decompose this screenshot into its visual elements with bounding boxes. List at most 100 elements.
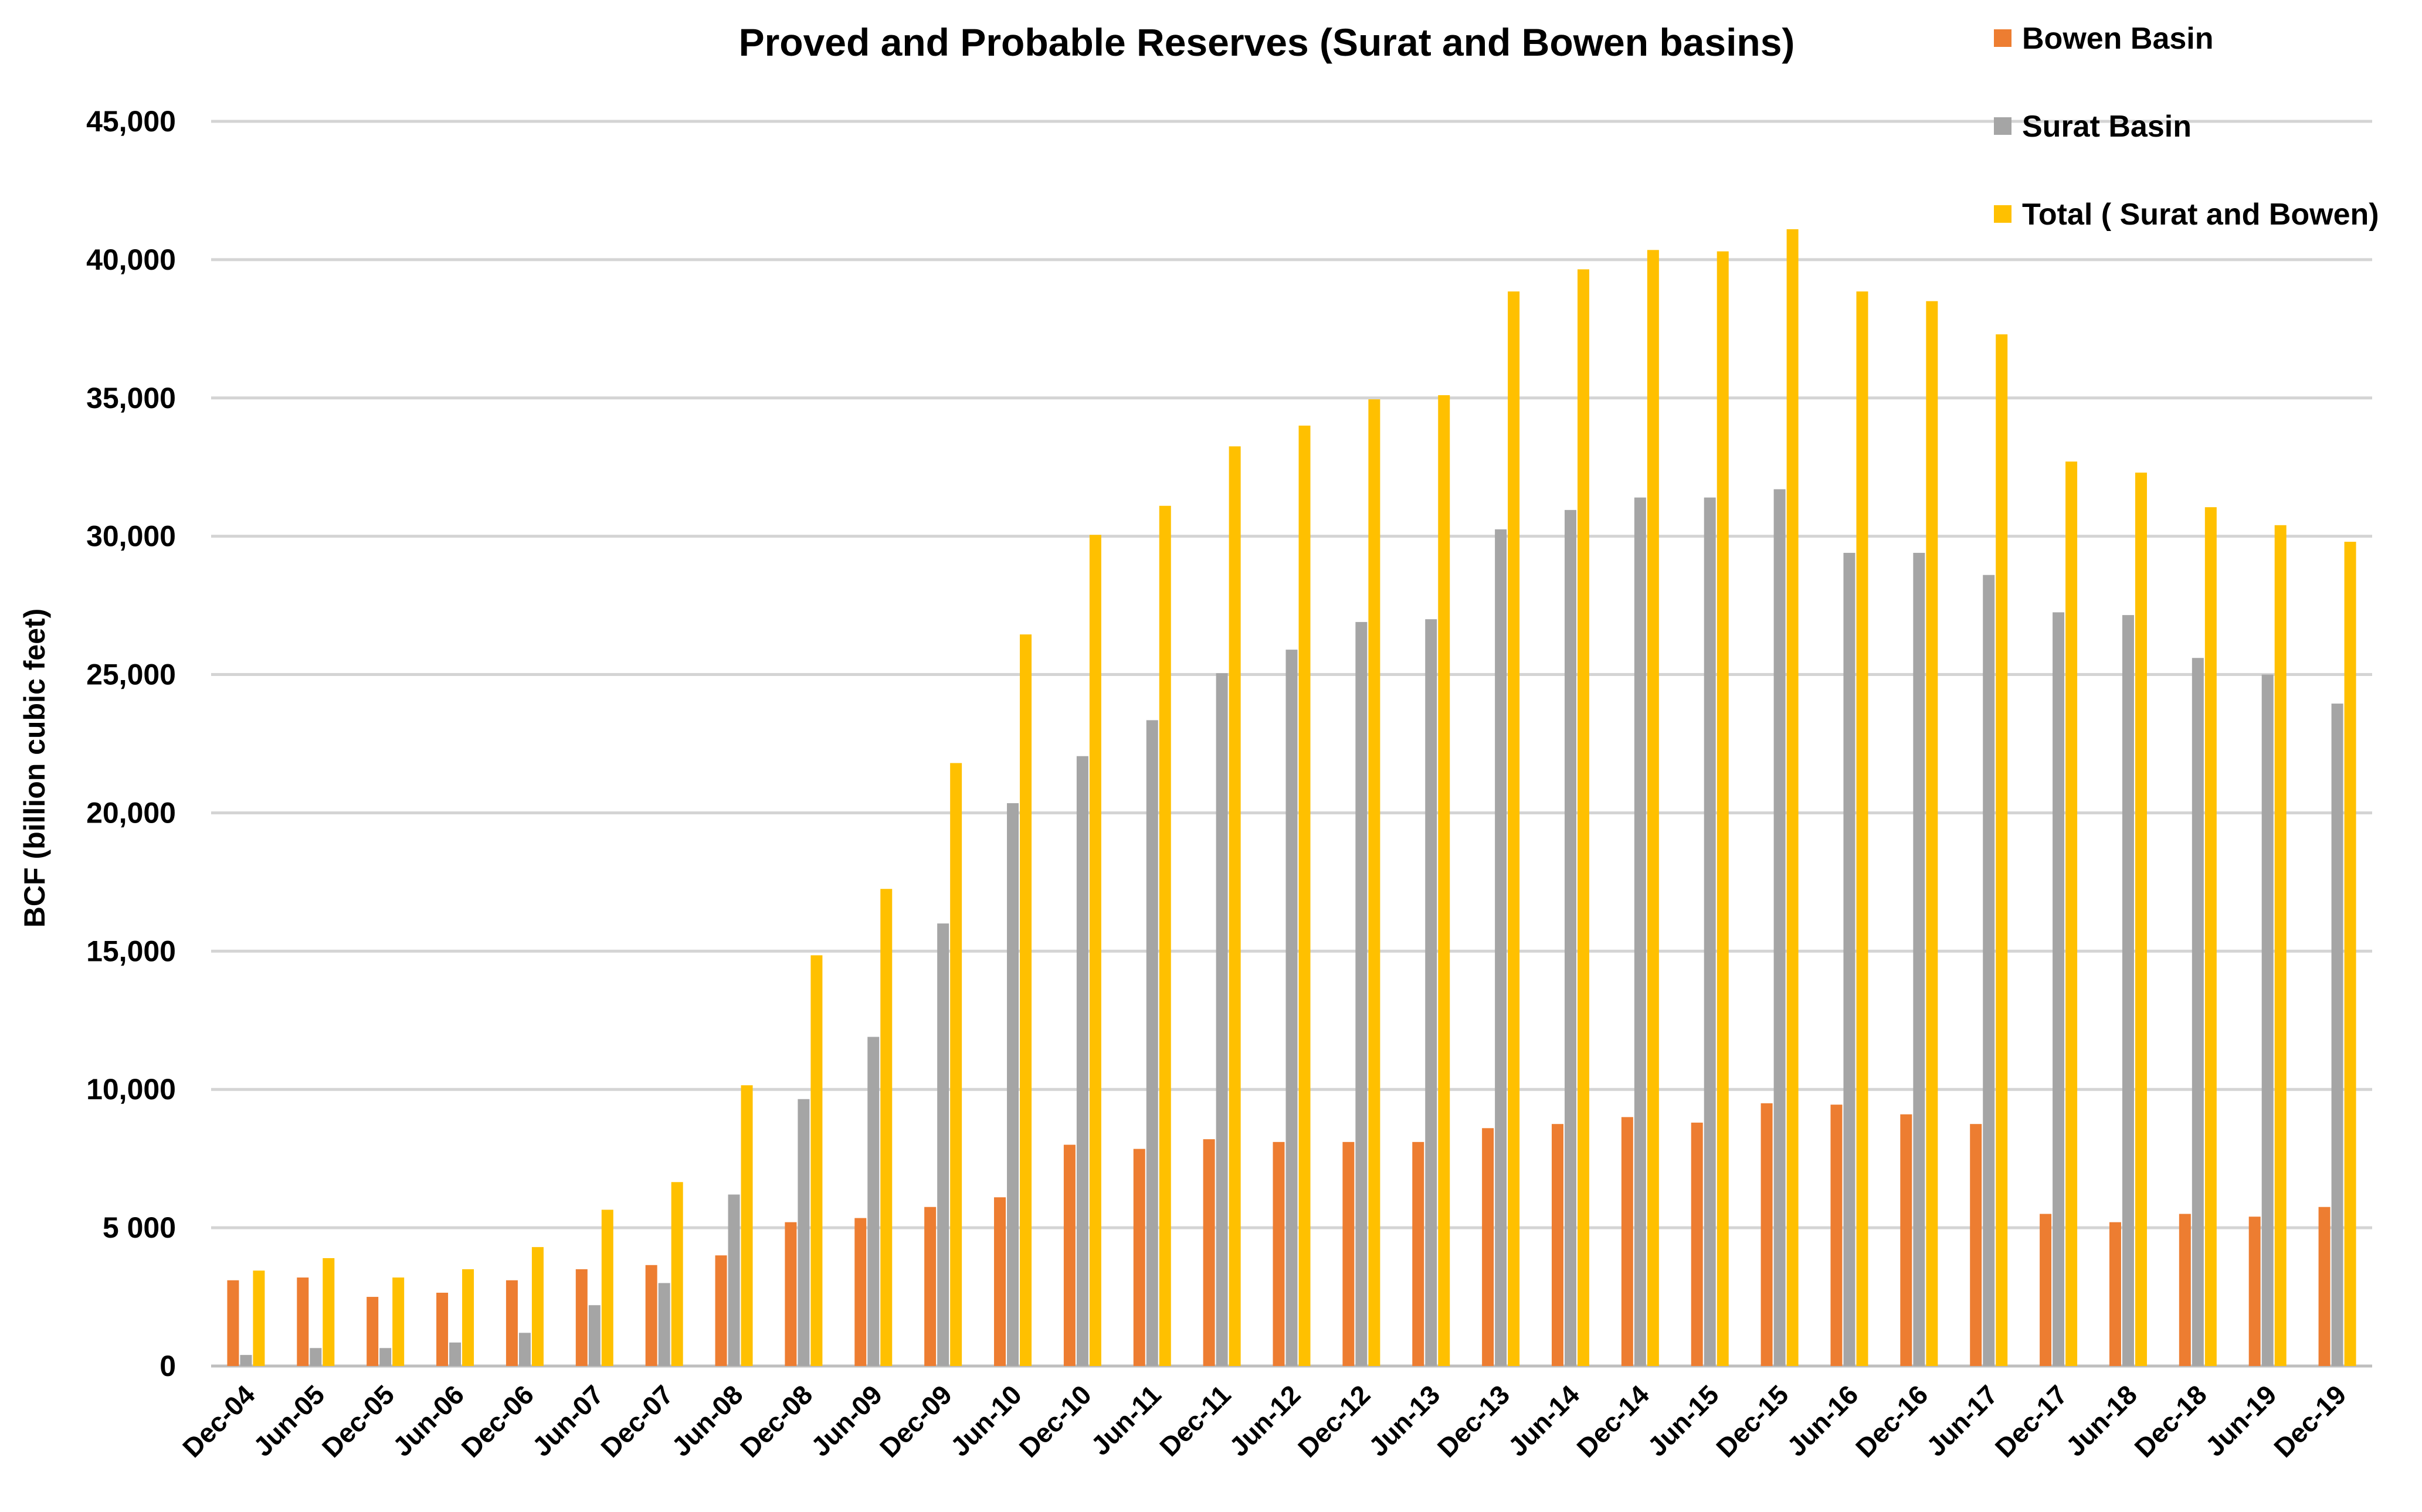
bar	[1368, 399, 1380, 1366]
x-tick-label: Dec-19	[2268, 1379, 2352, 1463]
x-tick-label: Dec-05	[316, 1379, 400, 1463]
bar	[1856, 291, 1868, 1367]
y-axis-label: BCF (billion cubic feet)	[18, 609, 51, 927]
bar	[1438, 395, 1450, 1366]
x-tick-label: Jun-15	[1641, 1379, 1725, 1462]
bar	[588, 1305, 601, 1366]
legend: Bowen Basin Surat Basin Total ( Surat and …	[1994, 22, 2379, 232]
bar	[854, 1218, 867, 1366]
bar	[2261, 674, 2274, 1366]
bar	[1564, 509, 1576, 1366]
bar	[367, 1297, 379, 1366]
bar	[1076, 756, 1088, 1366]
bar	[531, 1247, 544, 1366]
x-tick-label: Jun-12	[1223, 1379, 1307, 1462]
y-tick-label: 30,000	[86, 520, 176, 553]
bar	[1229, 446, 1241, 1366]
bar	[379, 1348, 392, 1366]
bar	[2179, 1214, 2191, 1366]
x-tick-label: Dec-08	[734, 1379, 818, 1463]
bar	[601, 1209, 613, 1366]
x-tick-label: Jun-10	[944, 1379, 1027, 1462]
bar	[1773, 489, 1786, 1367]
bar	[1786, 229, 1799, 1366]
bar	[1983, 575, 1995, 1366]
bar	[1634, 497, 1646, 1366]
x-tick-label: Dec-16	[1850, 1379, 1933, 1463]
bar	[950, 763, 962, 1366]
y-tick-label: 15,000	[86, 935, 176, 967]
bar	[1717, 251, 1729, 1366]
x-tick-label: Jun-18	[2060, 1379, 2143, 1462]
bar	[994, 1197, 1006, 1366]
x-tick-label: Jun-05	[247, 1379, 331, 1462]
bar	[728, 1194, 740, 1366]
x-tick-label: Dec-12	[1292, 1379, 1376, 1463]
bar	[880, 889, 893, 1366]
bar	[2053, 612, 2065, 1366]
x-tick-label: Dec-10	[1013, 1379, 1097, 1463]
y-tick-label: 20,000	[86, 796, 176, 829]
bar	[1146, 720, 1158, 1366]
bar	[1285, 650, 1298, 1366]
y-tick-label: 10,000	[86, 1073, 176, 1106]
bar	[867, 1037, 880, 1366]
y-tick-label: 25,000	[86, 658, 176, 691]
x-tick-label: Jun-07	[526, 1379, 609, 1462]
bar	[2344, 542, 2356, 1366]
bar	[2274, 525, 2287, 1366]
bar	[1970, 1124, 1982, 1366]
bar	[1133, 1149, 1145, 1366]
bar	[240, 1355, 252, 1366]
bar	[1551, 1124, 1563, 1366]
y-axis-ticks: 0 5 000 10,000 15,000 20,000 25,000 30,000 35,0…	[86, 105, 176, 1382]
y-tick-label: 0	[160, 1350, 176, 1382]
y-tick-label: 35,000	[86, 382, 176, 414]
bar	[506, 1280, 518, 1366]
x-tick-label: Dec-17	[1989, 1379, 2073, 1463]
legend-swatch	[1994, 117, 2011, 135]
bar	[1007, 803, 1019, 1366]
bar	[1691, 1122, 1703, 1366]
bar	[2109, 1222, 2121, 1366]
x-tick-label: Jun-06	[387, 1379, 470, 1462]
bar	[1425, 619, 1437, 1366]
x-tick-label: Jun-08	[666, 1379, 749, 1462]
bar	[937, 923, 949, 1366]
bar	[297, 1277, 309, 1366]
bar	[575, 1269, 588, 1366]
chart-title: Proved and Probable Reserves (Surat and …	[739, 21, 1795, 64]
y-tick-label: 45,000	[86, 105, 176, 138]
bar	[2331, 704, 2343, 1366]
bar	[1508, 291, 1520, 1367]
bar	[2135, 473, 2147, 1367]
bar	[518, 1333, 531, 1366]
bar	[323, 1258, 335, 1366]
bar	[1913, 552, 1925, 1366]
bar	[2065, 461, 2078, 1367]
bar	[449, 1342, 462, 1366]
x-tick-label: Jun-14	[1502, 1379, 1585, 1462]
legend-swatch	[1994, 29, 2011, 47]
bar	[1063, 1144, 1076, 1366]
bar	[2192, 658, 2204, 1366]
x-tick-label: Dec-09	[874, 1379, 958, 1463]
x-tick-label: Dec-04	[177, 1379, 261, 1463]
bar	[741, 1085, 753, 1366]
x-tick-label: Dec-06	[456, 1379, 540, 1463]
bar	[1298, 425, 1311, 1366]
x-tick-label: Dec-11	[1154, 1379, 1237, 1462]
bar	[715, 1255, 727, 1366]
bar	[810, 955, 823, 1366]
x-tick-label: Dec-14	[1570, 1379, 1655, 1463]
bar	[1760, 1103, 1773, 1366]
bar	[1704, 497, 1716, 1366]
bars	[227, 229, 2356, 1367]
bar	[1089, 535, 1101, 1366]
bar	[1203, 1139, 1215, 1366]
x-tick-label: Jun-19	[2199, 1379, 2282, 1462]
legend-label: Total ( Surat and Bowen)	[2022, 198, 2379, 232]
bar	[1926, 301, 1938, 1367]
bar	[1996, 334, 2008, 1367]
